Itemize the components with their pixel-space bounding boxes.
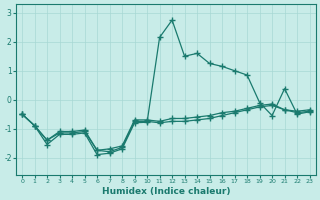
X-axis label: Humidex (Indice chaleur): Humidex (Indice chaleur) <box>101 187 230 196</box>
